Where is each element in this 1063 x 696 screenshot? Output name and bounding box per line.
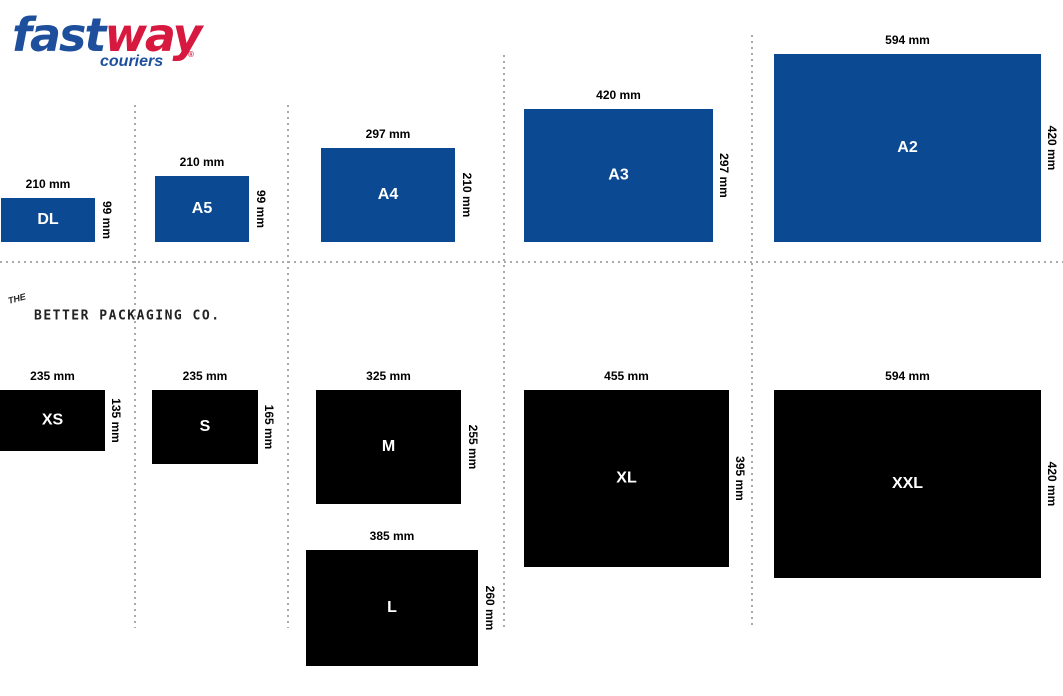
size-box: [306, 550, 478, 666]
width-label: 385 mm: [370, 529, 415, 543]
size-box: [0, 390, 105, 451]
fastway-logo: fastway couriers ®: [12, 8, 207, 71]
size-label: XL: [616, 470, 637, 487]
height-label: 260 mm: [483, 586, 497, 631]
width-label: 235 mm: [183, 369, 228, 383]
height-label: 165 mm: [262, 405, 276, 450]
size-label: L: [387, 599, 397, 616]
size-box: [152, 390, 258, 464]
width-label: 594 mm: [885, 33, 930, 47]
width-label: 455 mm: [604, 369, 649, 383]
size-label: A5: [192, 200, 213, 217]
height-label: 297 mm: [717, 153, 731, 198]
packaging-logo: THE BETTER PACKAGING CO.: [7, 291, 221, 324]
size-box: [524, 390, 729, 567]
height-label: 420 mm: [1045, 126, 1059, 171]
width-label: 297 mm: [366, 127, 411, 141]
size-label: A4: [378, 186, 399, 203]
height-label: 99 mm: [100, 201, 114, 239]
width-label: 235 mm: [30, 369, 75, 383]
size-label: M: [382, 438, 395, 455]
logo-sub: couriers: [100, 53, 163, 70]
size-label: DL: [37, 211, 59, 228]
size-box: [316, 390, 461, 504]
width-label: 594 mm: [885, 369, 930, 383]
logo-part: fast: [12, 8, 108, 62]
logo-text: fastway: [12, 8, 205, 62]
size-box: [1, 198, 95, 242]
height-label: 255 mm: [466, 425, 480, 470]
height-label: 395 mm: [733, 456, 747, 501]
width-label: 210 mm: [26, 177, 71, 191]
height-label: 210 mm: [460, 173, 474, 218]
logo-mark: ®: [188, 50, 194, 59]
sizes: DL 210 mm 99 mm A5 210 mm 99 mm A4 297 mm 210 mm…: [0, 33, 1059, 666]
size-label: A2: [897, 139, 918, 156]
height-label: 420 mm: [1045, 462, 1059, 507]
size-label: XXL: [892, 475, 923, 492]
size-label: XS: [42, 412, 64, 429]
size-box: [321, 148, 455, 242]
brand-the: THE: [7, 291, 28, 306]
size-box: [155, 176, 249, 242]
size-box: [524, 109, 713, 242]
size-label: A3: [608, 167, 629, 184]
height-label: 135 mm: [109, 398, 123, 443]
height-label: 99 mm: [254, 190, 268, 228]
size-box: [774, 54, 1041, 242]
size-box: [774, 390, 1041, 578]
width-label: 325 mm: [366, 369, 411, 383]
width-label: 420 mm: [596, 88, 641, 102]
brand-name: BETTER PACKAGING CO.: [34, 309, 221, 324]
width-label: 210 mm: [180, 155, 225, 169]
logo-part: way: [104, 8, 204, 62]
size-label: S: [200, 418, 211, 435]
